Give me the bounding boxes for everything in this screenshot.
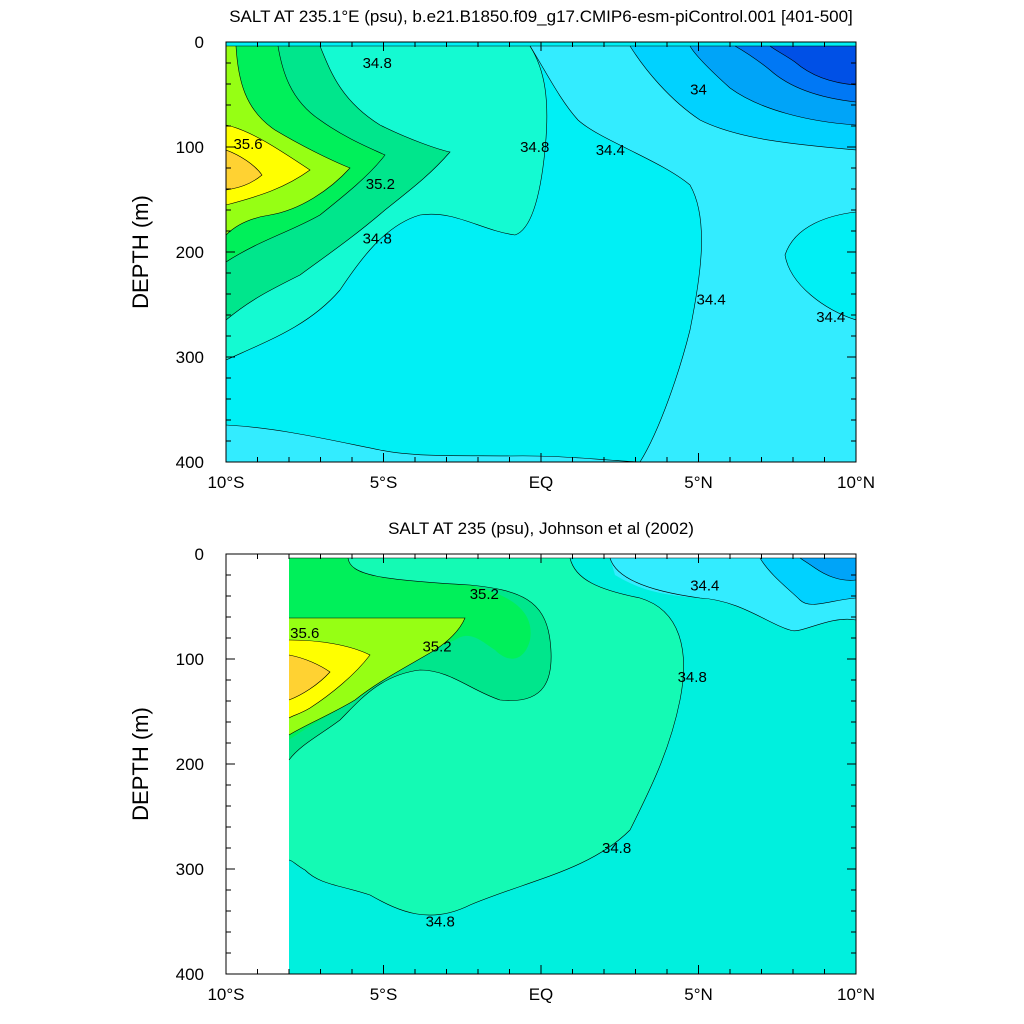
chart-bottom: SALT AT 235 (psu), Johnson et al (2002)	[128, 519, 875, 1004]
chart-top-ytick-label: 100	[176, 138, 204, 157]
chart-top: SALT AT 235.1°E (psu), b.e21.B1850.f09_g…	[128, 7, 875, 492]
fill-34.0-34.2	[800, 558, 856, 581]
chart-top-contour-label: 34.8	[520, 139, 549, 156]
chart-bottom-ticks: 10°S 5°S EQ 5°N 10°N 0 100 200 300 400	[176, 545, 875, 1004]
chart-top-xtick-label: 5°S	[370, 473, 398, 492]
chart-bottom-ytick-label: 0	[195, 545, 204, 564]
chart-top-ytick-label: 0	[195, 33, 204, 52]
fill-gt-35.8	[289, 655, 330, 700]
chart-top-contour-label: 35.2	[366, 176, 395, 193]
chart-bottom-contour-label: 35.2	[422, 638, 451, 655]
fill-west-deep	[226, 425, 640, 462]
chart-top-contour-label: 34.4	[696, 291, 725, 308]
chart-bottom-contour-label: 34.8	[602, 840, 631, 857]
chart-bottom-xtick-label: 5°N	[684, 985, 713, 1004]
chart-bottom-title: SALT AT 235 (psu), Johnson et al (2002)	[388, 519, 694, 538]
chart-top-contour-label: 34.4	[596, 142, 625, 159]
chart-bottom-ytick-label: 400	[176, 965, 204, 984]
chart-bottom-ytick-label: 200	[176, 755, 204, 774]
fill-35.6-35.8	[226, 125, 310, 205]
chart-top-ylabel: DEPTH (m)	[128, 195, 153, 309]
chart-bottom-contour-label: 35.6	[290, 625, 319, 642]
chart-top-contour-label: 34.4	[816, 309, 845, 326]
chart-top-contour-labels: 34.8 35.6 35.2 34.8 34.8 34.4 34 34.4 34.4	[233, 55, 845, 326]
chart-top-ytick-label: 200	[176, 243, 204, 262]
chart-bottom-ylabel: DEPTH (m)	[128, 707, 153, 821]
chart-bottom-contour-label: 34.4	[690, 578, 719, 595]
chart-bottom-contour-label: 34.8	[678, 669, 707, 686]
fill-gt-35.8	[226, 150, 262, 190]
chart-bottom-xtick-label: EQ	[529, 985, 554, 1004]
fill-lt-33.8	[770, 46, 856, 85]
chart-top-xtick-label: EQ	[529, 473, 554, 492]
chart-bottom-xtick-label: 10°S	[207, 985, 244, 1004]
chart-top-xtick-label: 10°N	[837, 473, 875, 492]
chart-bottom-ytick-label: 100	[176, 650, 204, 669]
chart-top-contour-label: 35.6	[233, 136, 262, 153]
chart-top-isolines	[226, 45, 856, 462]
chart-top-title: SALT AT 235.1°E (psu), b.e21.B1850.f09_g…	[229, 7, 853, 26]
chart-bottom-xtick-label: 10°N	[837, 985, 875, 1004]
fill-34.4-34.6	[530, 46, 856, 462]
chart-bottom-xtick-label: 5°S	[370, 985, 398, 1004]
chart-top-contour-label: 34.8	[363, 230, 392, 247]
chart-bottom-contour-label: 34.8	[426, 914, 455, 931]
chart-top-contour-label: 34	[690, 81, 707, 98]
chart-bottom-ytick-label: 300	[176, 860, 204, 879]
chart-top-ytick-label: 400	[176, 453, 204, 472]
chart-top-fills	[226, 42, 856, 462]
chart-top-contour-label: 34.8	[363, 55, 392, 72]
fill-35.6-35.8	[289, 640, 370, 718]
fill-34.6-34.8-pocket	[785, 212, 856, 320]
chart-top-ticks: 10°S 5°S EQ 5°N 10°N 0 100 200 300 400	[176, 33, 875, 492]
chart-top-xtick-label: 10°S	[207, 473, 244, 492]
chart-top-ytick-label: 300	[176, 348, 204, 367]
chart-top-xtick-label: 5°N	[684, 473, 713, 492]
chart-bottom-contour-labels: 35.2 35.6 35.2 34.4 34.8 34.8 34.8	[290, 578, 719, 931]
chart-bottom-contour-label: 35.2	[470, 586, 499, 603]
chart-bottom-fills	[289, 558, 856, 974]
